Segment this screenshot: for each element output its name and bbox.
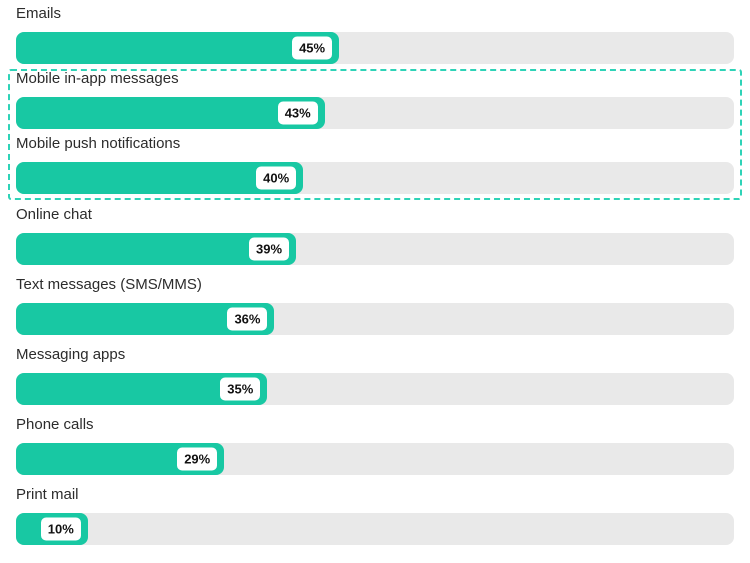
bar-label: Mobile push notifications: [16, 136, 734, 152]
bar-fill: 43%: [16, 97, 325, 129]
bar-row: Mobile push notifications 40%: [16, 136, 734, 194]
bar-row: Phone calls 29%: [16, 417, 734, 475]
bar-row: Print mail 10%: [16, 487, 734, 545]
bar-fill: 45%: [16, 32, 339, 64]
bar-track: 10%: [16, 513, 734, 545]
bar-label: Phone calls: [16, 417, 734, 433]
bar-row: Text messages (SMS/MMS) 36%: [16, 277, 734, 335]
value-badge: 40%: [256, 167, 296, 190]
highlight-group: Mobile in-app messages 43% Mobile push not…: [8, 69, 742, 200]
value-badge: 29%: [177, 448, 217, 471]
value-badge: 10%: [41, 518, 81, 541]
bar-rows-bottom: Online chat 39% Text messages (SMS/MMS) 36%…: [16, 207, 734, 545]
horizontal-bar-chart: Emails45% Mobile in-app messages43%Mobil…: [0, 0, 750, 563]
bar-row: Mobile in-app messages 43%: [16, 71, 734, 129]
value-badge: 36%: [227, 308, 267, 331]
bar-label: Print mail: [16, 487, 734, 503]
bar-fill: 10%: [16, 513, 88, 545]
bar-fill: 29%: [16, 443, 224, 475]
bar-track: 45%: [16, 32, 734, 64]
bar-track: 29%: [16, 443, 734, 475]
bar-label: Messaging apps: [16, 347, 734, 363]
value-badge: 43%: [278, 102, 318, 125]
bar-track: 36%: [16, 303, 734, 335]
bar-row: Online chat 39%: [16, 207, 734, 265]
value-badge: 39%: [249, 238, 289, 261]
value-badge: 45%: [292, 37, 332, 60]
bar-track: 39%: [16, 233, 734, 265]
value-badge: 35%: [220, 378, 260, 401]
bar-track: 43%: [16, 97, 734, 129]
bar-rows-top: Emails 45%: [16, 6, 734, 64]
bar-fill: 40%: [16, 162, 303, 194]
bar-row: Emails 45%: [16, 6, 734, 64]
bar-label: Text messages (SMS/MMS): [16, 277, 734, 293]
bar-fill: 35%: [16, 373, 267, 405]
bar-fill: 39%: [16, 233, 296, 265]
bar-fill: 36%: [16, 303, 274, 335]
bar-label: Emails: [16, 6, 734, 22]
bar-label: Online chat: [16, 207, 734, 223]
bar-track: 35%: [16, 373, 734, 405]
bar-label: Mobile in-app messages: [16, 71, 734, 87]
bar-track: 40%: [16, 162, 734, 194]
bar-row: Messaging apps 35%: [16, 347, 734, 405]
